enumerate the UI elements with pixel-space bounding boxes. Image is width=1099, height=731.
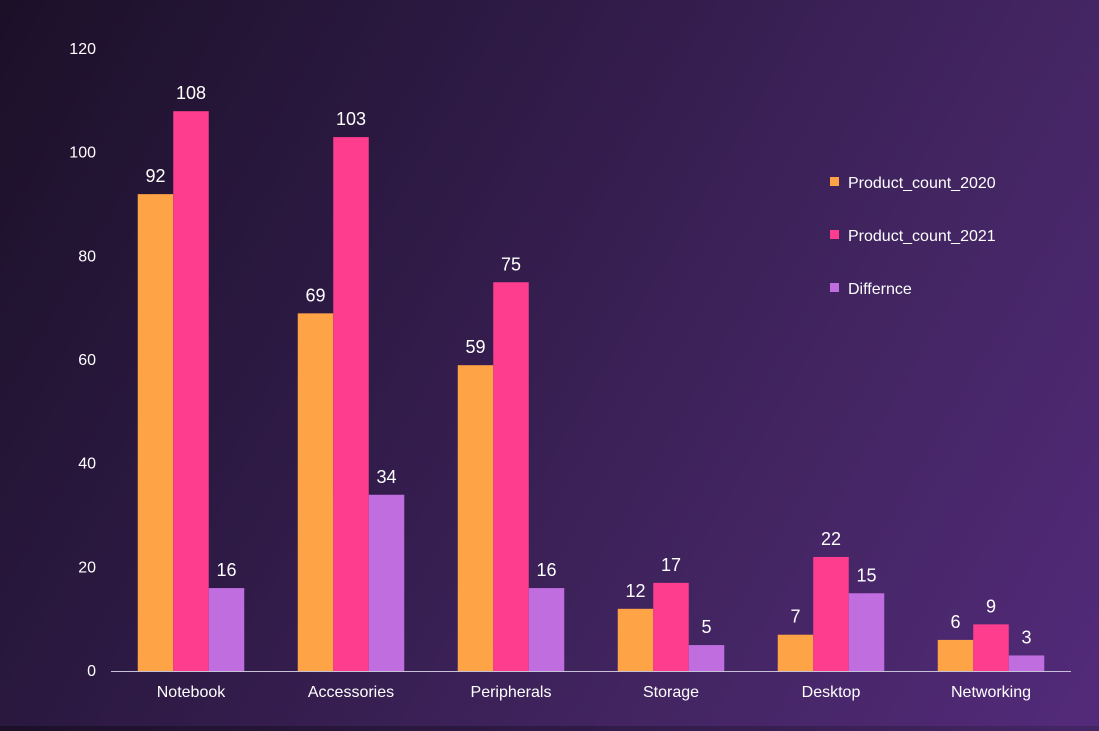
bar-value-label: 103 (336, 109, 366, 129)
y-tick-label: 60 (78, 352, 96, 369)
bar-value-label: 6 (950, 612, 960, 632)
bar-differnce-accessories (368, 494, 405, 671)
bar-value-label: 17 (661, 555, 681, 575)
x-tick-label: Networking (951, 684, 1031, 701)
bar-value-label: 108 (176, 83, 206, 103)
bar-product-count-2020-peripherals (457, 365, 494, 671)
x-tick-label: Storage (643, 684, 699, 701)
bar-product-count-2021-storage (653, 582, 689, 671)
legend-label: Product_count_2020 (848, 175, 996, 192)
bar-value-label: 12 (625, 581, 645, 601)
bar-product-count-2020-notebook (137, 194, 174, 671)
bar-product-count-2020-storage (617, 608, 654, 671)
x-tick-label: Desktop (802, 684, 861, 701)
bar-value-label: 69 (305, 285, 325, 305)
bar-differnce-peripherals (528, 588, 565, 671)
legend-swatch (830, 230, 839, 239)
y-tick-label: 80 (78, 248, 96, 265)
legend-label: Differnce (848, 281, 912, 298)
bar-value-label: 5 (701, 617, 711, 637)
bar-value-label: 7 (790, 607, 800, 627)
bar-value-label: 92 (145, 166, 165, 186)
y-tick-label: 40 (78, 456, 96, 473)
legend: Product_count_2020 Product_count_2021 Diff… (830, 175, 996, 298)
bar-differnce-desktop (848, 593, 885, 671)
bar-product-count-2021-accessories (333, 137, 369, 671)
bar-value-label: 75 (501, 254, 521, 274)
legend-swatch (830, 283, 839, 292)
bar-value-label: 9 (986, 596, 996, 616)
bar-product-count-2021-networking (973, 624, 1009, 671)
bar-value-label: 16 (536, 560, 556, 580)
x-tick-label: Peripherals (471, 684, 552, 701)
y-tick-label: 0 (87, 663, 96, 680)
bar-value-label: 16 (216, 560, 236, 580)
x-axis-tick-labels: Notebook Accessories Peripherals Storage Des… (157, 684, 1031, 701)
bar-product-count-2021-notebook (173, 111, 209, 671)
bar-differnce-notebook (208, 588, 245, 671)
bar-product-count-2021-desktop (813, 556, 849, 671)
x-tick-label: Notebook (157, 684, 226, 701)
x-tick-label: Accessories (308, 684, 394, 701)
bar-value-label: 34 (376, 467, 396, 487)
bar-product-count-2020-accessories (297, 313, 334, 671)
legend-label: Product_count_2021 (848, 228, 996, 245)
y-tick-label: 120 (69, 41, 96, 58)
bar-differnce-storage (688, 645, 725, 671)
legend-swatch (830, 177, 839, 186)
bar-value-label: 15 (856, 565, 876, 585)
bars-group (137, 111, 1045, 671)
bar-product-count-2020-desktop (777, 634, 814, 671)
y-tick-label: 100 (69, 145, 96, 162)
bar-product-count-2021-peripherals (493, 282, 529, 671)
bar-value-label: 22 (821, 529, 841, 549)
bar-differnce-networking (1008, 655, 1045, 671)
bar-product-count-2020-networking (937, 639, 974, 671)
bar-value-label: 3 (1021, 627, 1031, 647)
y-axis-ticks: 0 20 40 60 80 100 120 (69, 41, 96, 680)
bar-value-label: 59 (465, 337, 485, 357)
y-tick-label: 20 (78, 559, 96, 576)
